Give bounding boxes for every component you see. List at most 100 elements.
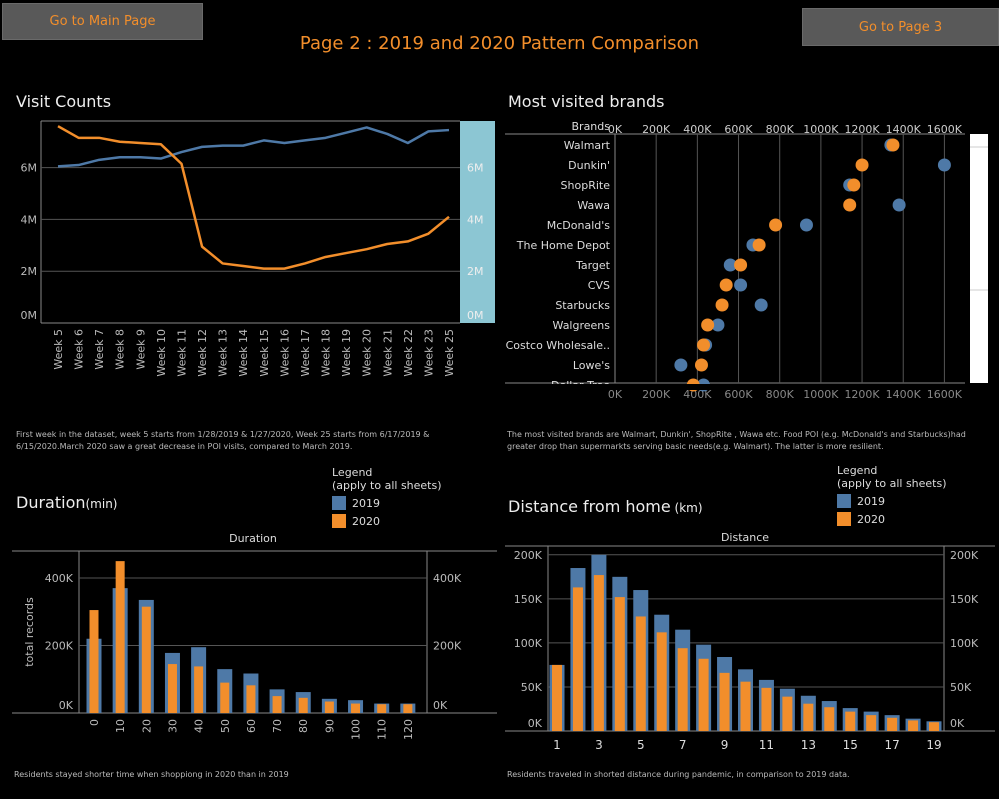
- legend-subtitle: (apply to all sheets): [332, 479, 442, 492]
- legend-2019-swatch: [332, 496, 346, 510]
- bar-2020: [403, 704, 413, 713]
- y2-tick-label: 0K: [950, 717, 965, 730]
- go-to-page-3-button[interactable]: Go to Page 3: [802, 8, 999, 46]
- y2-tick-label: 150K: [950, 593, 979, 606]
- x-tick-label: 1000K: [803, 123, 839, 136]
- x-tick-label: Week 23: [422, 329, 435, 377]
- duration-chart-title: Duration: [229, 532, 277, 545]
- dot-2020: [719, 278, 733, 292]
- legend-2019-swatch: [837, 494, 851, 508]
- bar-2020: [866, 715, 877, 731]
- visit-counts-title: Visit Counts: [16, 92, 112, 111]
- brands-header: Brands: [572, 120, 611, 133]
- x-tick-label: Week 13: [217, 329, 230, 377]
- dot-2020: [855, 158, 869, 172]
- x-tick-label: Week 21: [381, 329, 394, 377]
- dot-2020: [752, 238, 766, 252]
- x-tick-label: 30: [166, 719, 179, 733]
- x-tick-label: Week 8: [114, 329, 127, 370]
- dot-2019: [723, 258, 737, 272]
- bar-2020: [89, 610, 99, 713]
- x-tick-label: 19: [926, 738, 941, 752]
- bar-2020: [324, 701, 334, 713]
- brand-label: Lowe's: [573, 359, 610, 372]
- x-tick-label: 60: [245, 719, 258, 733]
- legend-subtitle: (apply to all sheets): [837, 477, 947, 490]
- y2-tick-label: 200K: [433, 640, 462, 653]
- y2-tick-label: 50K: [950, 681, 972, 694]
- x-tick-label: 1: [553, 738, 561, 752]
- brand-label: Starbucks: [555, 299, 610, 312]
- brand-label: Walgreens: [553, 319, 611, 332]
- bar-2020: [677, 648, 688, 731]
- x-tick-label: 1200K: [844, 123, 880, 136]
- brand-label: ShopRite: [561, 179, 611, 192]
- dot-2020: [701, 318, 715, 332]
- dot-2020: [715, 298, 729, 312]
- dot-2019: [711, 318, 725, 332]
- x-tick-label: Week 18: [320, 329, 333, 377]
- x-tick-label: Week 20: [361, 329, 374, 377]
- legend-2019-label: 2019: [352, 496, 380, 510]
- bar-2020: [698, 658, 709, 731]
- dot-2020: [734, 258, 748, 272]
- legend-distance: Legend (apply to all sheets) 2019 2020: [837, 464, 947, 526]
- x-tick-label: Week 16: [278, 329, 291, 377]
- x-tick-label: 1400K: [886, 123, 922, 136]
- bar-2020: [719, 672, 730, 731]
- go-to-main-page-button[interactable]: Go to Main Page: [2, 3, 203, 40]
- bar-2020: [167, 664, 177, 713]
- x-tick-label: Week 6: [73, 329, 86, 370]
- x-tick-label: 40: [193, 719, 206, 733]
- legend-title: Legend: [837, 464, 878, 477]
- legend-2020-swatch: [837, 512, 851, 526]
- y2-tick-label: 6M: [467, 162, 484, 175]
- brands-title: Most visited brands: [508, 92, 665, 111]
- bar-2020: [761, 687, 772, 731]
- x-tick-label: 80: [297, 719, 310, 733]
- x-tick-label: 600K: [724, 123, 753, 136]
- y-tick-label: 0K: [59, 699, 74, 712]
- bar-2020: [272, 696, 282, 713]
- bar-2020: [194, 666, 204, 713]
- bar-2020: [635, 616, 646, 731]
- brands-note: The most visited brands are Walmart, Dun…: [507, 430, 966, 451]
- x-tick-label: 10: [114, 719, 127, 733]
- y2-tick-label: 400K: [433, 572, 462, 585]
- y2-tick-label: 0M: [467, 309, 484, 322]
- dot-2019: [674, 358, 688, 372]
- x-tick-label-bottom: 600K: [724, 388, 753, 401]
- dot-2020: [843, 198, 857, 212]
- distance-note: Residents traveled in shorted distance d…: [507, 770, 850, 779]
- brand-label: CVS: [588, 279, 610, 292]
- dot-2019: [734, 278, 748, 292]
- y-tick-label: 50K: [521, 681, 543, 694]
- x-tick-label: 100: [350, 719, 363, 740]
- x-tick-label: 9: [721, 738, 729, 752]
- x-tick-label: Week 19: [340, 329, 353, 377]
- x-tick-label: 1600K: [927, 123, 963, 136]
- brand-label: Wawa: [577, 199, 610, 212]
- y2-tick-label: 4M: [467, 213, 484, 226]
- x-tick-label: Week 22: [402, 329, 415, 377]
- x-tick-label: Week 11: [175, 329, 188, 377]
- right-axis-band: [460, 121, 495, 323]
- dot-2019: [799, 218, 813, 232]
- bar-2020: [593, 575, 604, 731]
- bar-2020: [351, 703, 361, 713]
- bar-2020: [246, 685, 256, 713]
- y2-tick-label: 0K: [433, 699, 448, 712]
- bar-2020: [887, 717, 898, 731]
- scrollbar-track[interactable]: [970, 134, 988, 383]
- bar-2020: [782, 696, 793, 731]
- x-tick-label: Week 7: [93, 329, 106, 370]
- x-tick-label: 13: [801, 738, 816, 752]
- bar-2020: [824, 707, 835, 731]
- x-tick-label: Week 25: [443, 329, 456, 377]
- x-tick-label: Week 5: [52, 329, 65, 370]
- legend-2020-label: 2020: [857, 512, 885, 526]
- bar-2020: [908, 720, 919, 731]
- x-tick-label-bottom: 1000K: [803, 388, 839, 401]
- x-tick-label: 120: [402, 719, 415, 740]
- legend-duration: Legend (apply to all sheets) 2019 2020: [332, 466, 442, 528]
